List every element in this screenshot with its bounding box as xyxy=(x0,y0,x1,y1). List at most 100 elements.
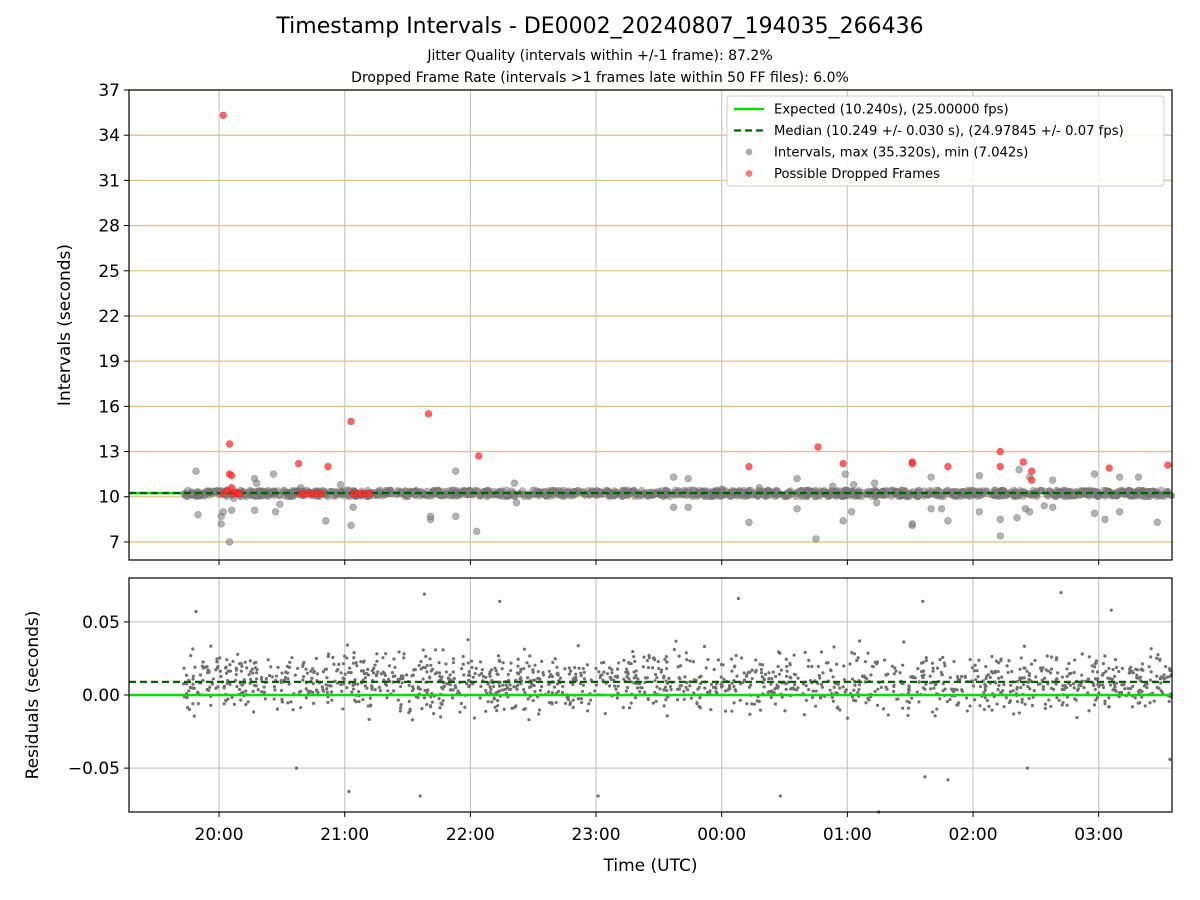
residual-point xyxy=(852,688,856,692)
residual-point xyxy=(841,685,845,689)
residual-point xyxy=(1018,667,1022,671)
residual-point xyxy=(272,685,277,689)
residual-point xyxy=(777,672,782,676)
dropped-frame-point xyxy=(225,440,234,448)
residual-point xyxy=(796,676,800,680)
interval-point xyxy=(336,480,345,489)
residual-point xyxy=(1149,670,1153,674)
residual-point xyxy=(211,677,215,681)
residual-point xyxy=(386,677,391,682)
residual-point xyxy=(331,655,335,660)
residual-point xyxy=(357,699,361,704)
residual-point xyxy=(656,660,660,664)
residual-point xyxy=(638,690,642,694)
residual-point xyxy=(548,700,552,705)
residual-point xyxy=(1041,687,1045,692)
interval-point xyxy=(194,511,202,519)
residual-point xyxy=(706,657,710,662)
residual-point xyxy=(704,666,708,670)
residual-point xyxy=(500,667,504,671)
residual-point xyxy=(770,677,774,681)
residual-point xyxy=(1029,662,1034,666)
dropped-frame-point xyxy=(944,462,952,471)
residual-point xyxy=(363,684,367,688)
residual-point xyxy=(640,686,644,690)
residual-point xyxy=(486,700,490,704)
residual-point xyxy=(778,651,782,655)
residual-point xyxy=(653,679,657,683)
residual-point xyxy=(635,686,640,690)
residual-point xyxy=(470,665,474,670)
residual-point xyxy=(1026,684,1030,689)
residual-point xyxy=(978,685,983,689)
residual-point xyxy=(682,697,686,701)
residual-point xyxy=(372,666,376,670)
residual-point xyxy=(463,705,467,709)
residual-point xyxy=(728,687,732,691)
residual-point xyxy=(1140,690,1144,694)
residual-point xyxy=(905,699,909,703)
residual-point xyxy=(807,658,811,663)
residual-point xyxy=(613,684,617,688)
residual-point xyxy=(759,667,764,672)
residual-point xyxy=(184,673,189,677)
residual-point xyxy=(361,698,365,702)
residual-point xyxy=(407,683,411,687)
residual-point xyxy=(792,653,796,657)
residual-point xyxy=(478,660,483,664)
residual-point xyxy=(574,672,578,676)
residual-point xyxy=(1022,666,1026,670)
residual-point xyxy=(1130,705,1135,709)
residual-point xyxy=(633,659,637,664)
residual-point xyxy=(493,705,497,709)
residual-point xyxy=(522,707,526,712)
residual-point xyxy=(836,682,840,686)
residual-point xyxy=(1092,683,1096,688)
interval-point xyxy=(669,473,678,481)
residual-point xyxy=(873,689,877,694)
residual-point xyxy=(288,660,292,664)
interval-point xyxy=(1161,492,1169,500)
residual-point xyxy=(1002,682,1006,687)
residual-point xyxy=(657,666,661,671)
interval-point xyxy=(1090,509,1099,518)
residual-point xyxy=(910,696,914,700)
interval-point xyxy=(1101,515,1109,524)
residual-point xyxy=(1140,662,1145,666)
residual-point xyxy=(810,695,815,700)
residual-point xyxy=(684,651,688,655)
residual-point xyxy=(1128,667,1132,671)
residual-point xyxy=(941,655,945,659)
interval-point xyxy=(684,503,692,511)
residual-point xyxy=(438,706,442,710)
residual-point xyxy=(973,663,977,667)
residual-point xyxy=(1026,680,1030,684)
residual-point xyxy=(643,676,648,680)
residual-point xyxy=(1039,666,1043,670)
intervals-y-tick-label: 31 xyxy=(98,171,120,191)
residual-point xyxy=(691,660,695,664)
residual-point xyxy=(547,669,551,673)
residual-point xyxy=(1162,673,1166,677)
residual-point xyxy=(410,689,415,693)
residual-point xyxy=(942,661,946,665)
residual-point xyxy=(1159,681,1163,685)
residual-point xyxy=(290,656,294,660)
residual-point xyxy=(789,687,793,691)
residual-point xyxy=(938,657,942,662)
residual-point xyxy=(646,696,650,701)
residual-point xyxy=(471,675,475,679)
interval-point xyxy=(718,485,726,493)
residual-point xyxy=(928,687,933,691)
residual-point xyxy=(593,689,597,693)
residual-point xyxy=(396,698,400,702)
residual-point xyxy=(1156,653,1160,657)
dropped-frame-point xyxy=(996,462,1004,471)
interval-point xyxy=(452,467,460,475)
residual-point xyxy=(971,684,976,688)
residual-point xyxy=(433,648,438,652)
residual-point xyxy=(804,698,808,702)
residual-point xyxy=(762,678,766,682)
residual-point xyxy=(819,682,824,687)
residual-point xyxy=(429,669,433,673)
